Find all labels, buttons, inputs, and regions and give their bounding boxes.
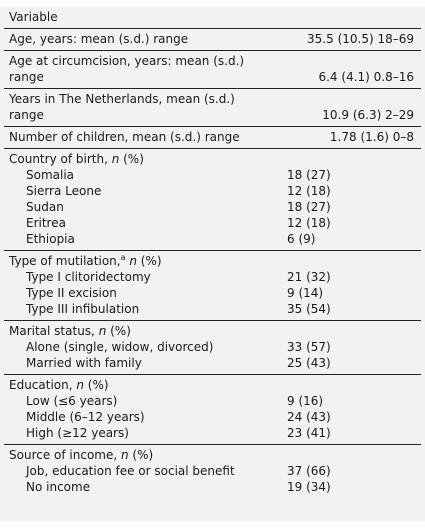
top-margin (0, 0, 425, 7)
item-value: 12 (18) (287, 216, 331, 230)
item-value: 35 (54) (287, 302, 331, 316)
table-row: Years in The Netherlands, mean (s.d.) (4, 88, 421, 107)
item-label: Sierra Leone (26, 184, 102, 198)
row-label-line1: Years in The Netherlands, mean (s.d.) (9, 92, 235, 106)
item-value: 18 (27) (287, 168, 331, 182)
item-value: 21 (32) (287, 270, 331, 284)
list-item: Married with family 25 (43) (4, 355, 421, 375)
section-heading-n: n (129, 254, 137, 268)
table-row: Number of children, mean (s.d.) range 1.… (4, 126, 421, 149)
item-value: 37 (66) (287, 464, 331, 478)
item-label: Type III infibulation (26, 302, 140, 316)
section-heading-country: Country of birth, n (%) (4, 148, 421, 167)
section-heading-row: Source of income, n (%) (4, 444, 421, 463)
item-value: 33 (57) (287, 340, 331, 354)
item-label: Job, education fee or social benefit (26, 464, 235, 478)
list-item: Type I clitoridectomy 21 (32) (4, 269, 421, 285)
item-label: Married with family (26, 356, 142, 370)
list-item: Eritrea 12 (18) (4, 215, 421, 231)
table-row: Age at circumcision, years: mean (s.d.) (4, 50, 421, 69)
list-item: Alone (single, widow, divorced) 33 (57) (4, 339, 421, 355)
item-label: Middle (6–12 years) (26, 410, 145, 424)
section-heading-income: Source of income, n (%) (4, 444, 421, 463)
section-heading-pct: (%) (128, 448, 154, 462)
item-value: 6 (9) (287, 232, 316, 246)
list-item: Middle (6–12 years) 24 (43) (4, 409, 421, 425)
row-label-line1: Age at circumcision, years: mean (s.d.) (9, 54, 245, 68)
item-label: Low (≤6 years) (26, 394, 118, 408)
item-value: 9 (16) (287, 394, 324, 408)
section-heading-n: n (76, 378, 84, 392)
table-row: Age, years: mean (s.d.) range 35.5 (10.5… (4, 28, 421, 51)
list-item: Sierra Leone 12 (18) (4, 183, 421, 199)
section-heading-mutilation: Type of mutilation,a n (%) (4, 250, 421, 269)
section-heading-n: n (111, 152, 120, 166)
header-variable: Variable (9, 10, 58, 24)
row-value: 35.5 (10.5) 18–69 (283, 28, 421, 51)
row-label: Number of children, mean (s.d.) range (4, 126, 284, 149)
section-heading-text: Type of mutilation, (9, 254, 121, 268)
item-label: Type II excision (26, 286, 117, 300)
table-row-cont: range 10.9 (6.3) 2–29 (4, 107, 421, 127)
section-heading-n: n (121, 448, 129, 462)
section-heading-text: Source of income, (9, 448, 121, 462)
section-heading-text: Marital status, (9, 324, 99, 338)
section-heading-pct: (%) (136, 254, 162, 268)
item-value: 19 (34) (287, 480, 331, 494)
list-item: Type III infibulation 35 (54) (4, 301, 421, 321)
row-label: Age at circumcision, years: mean (s.d.) (4, 50, 421, 69)
list-item: No income 19 (34) (4, 479, 421, 498)
footnote-marker: a (120, 253, 126, 262)
list-item: Low (≤6 years) 9 (16) (4, 393, 421, 409)
section-heading-marital: Marital status, n (%) (4, 320, 421, 339)
row-label-line2: range (9, 70, 44, 84)
item-label: Ethiopia (26, 232, 75, 246)
item-label: Eritrea (26, 216, 66, 230)
list-item: High (≥12 years) 23 (41) (4, 425, 421, 445)
table-row-cont: range 6.4 (4.1) 0.8–16 (4, 69, 421, 89)
item-value: 23 (41) (287, 426, 331, 440)
section-heading-education: Education, n (%) (4, 374, 421, 393)
item-label: No income (26, 480, 91, 494)
row-label-line2: range (9, 108, 44, 122)
demographics-table: Variable Age, years: mean (s.d.) range 3… (4, 7, 421, 498)
bottom-margin (0, 521, 425, 528)
section-heading-pct: (%) (83, 378, 109, 392)
row-value: 6.4 (4.1) 0.8–16 (318, 70, 414, 84)
section-heading-row: Education, n (%) (4, 374, 421, 393)
section-heading-n: n (98, 324, 107, 338)
item-label: Somalia (26, 168, 75, 182)
section-heading-pct: (%) (106, 324, 131, 338)
list-item: Job, education fee or social benefit 37 (… (4, 463, 421, 479)
item-value: 18 (27) (287, 200, 331, 214)
item-label: Sudan (26, 200, 64, 214)
row-value: 1.78 (1.6) 0–8 (283, 126, 421, 149)
list-item: Type II excision 9 (14) (4, 285, 421, 301)
section-heading-row: Marital status, n (%) (4, 320, 421, 339)
section-heading-pct: (%) (119, 152, 144, 166)
section-heading-row: Type of mutilation,a n (%) (4, 250, 421, 269)
section-heading-row: Country of birth, n (%) (4, 148, 421, 167)
list-item: Somalia 18 (27) (4, 167, 421, 183)
row-label: Age, years: mean (s.d.) range (4, 28, 284, 51)
row-value: 10.9 (6.3) 2–29 (322, 108, 414, 122)
table-header-row: Variable (4, 7, 421, 29)
item-value: 12 (18) (287, 184, 331, 198)
item-value: 25 (43) (287, 356, 331, 370)
row-label: Years in The Netherlands, mean (s.d.) (4, 88, 421, 107)
list-item: Ethiopia 6 (9) (4, 231, 421, 251)
item-value: 9 (14) (287, 286, 324, 300)
item-label: Type I clitoridectomy (26, 270, 151, 284)
item-value: 24 (43) (287, 410, 331, 424)
item-label: High (≥12 years) (26, 426, 129, 440)
section-heading-text: Country of birth, (9, 152, 112, 166)
item-label: Alone (single, widow, divorced) (26, 340, 214, 354)
list-item: Sudan 18 (27) (4, 199, 421, 215)
section-heading-text: Education, (9, 378, 77, 392)
